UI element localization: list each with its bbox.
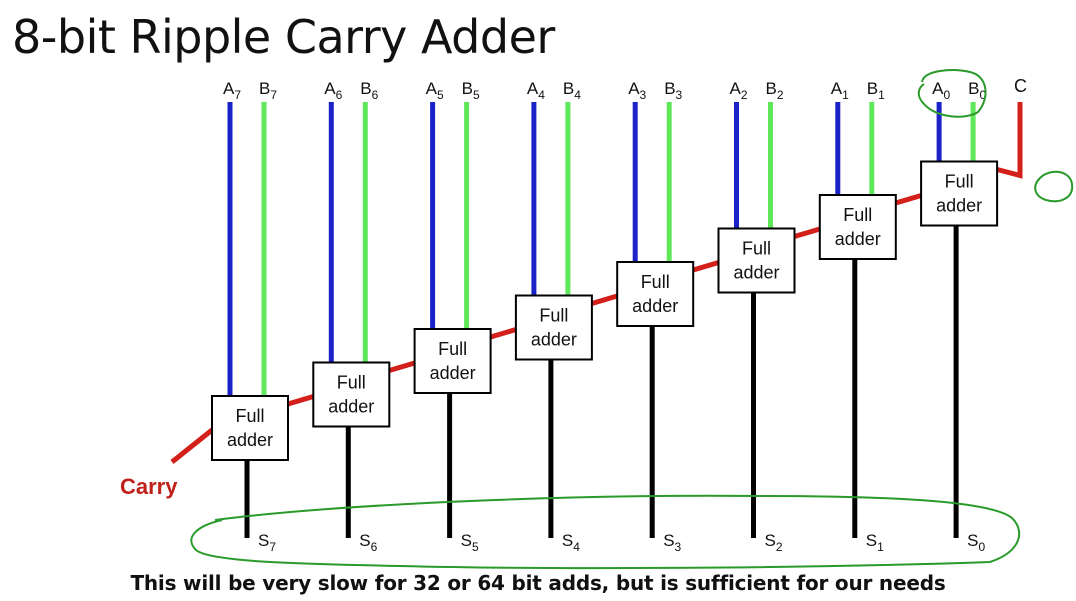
a-bit-label: A7 [223, 79, 241, 102]
full-adder-label-line2: adder [430, 363, 476, 383]
annotation-ellipse-sums [190, 494, 1021, 570]
full-adder-label-line1: Full [235, 406, 264, 426]
bit-labels: A7 B7 S7 A6 B6 S6 A5 B5 S5 A4 B4 S4 A3 B3 S3 A2 B2 S2 A1 B1… [223, 79, 986, 554]
full-adder-label-line1: Full [641, 272, 670, 292]
a-bit-label: A2 [730, 79, 748, 102]
full-adder-box [211, 395, 289, 461]
b-bit-label: B7 [259, 79, 277, 102]
s-bit-label: S3 [663, 531, 681, 554]
a-bit-label: A1 [831, 79, 849, 102]
s-bit-label: S1 [866, 531, 884, 554]
input-wires [227, 102, 976, 396]
full-adder-label-line2: adder [227, 430, 273, 450]
carry-label: Carry [120, 474, 178, 499]
annotation-circle-a0-b0 [917, 69, 987, 118]
b-bit-label: B6 [360, 79, 378, 102]
s-bit-label: S2 [765, 531, 783, 554]
b-bit-label: B0 [968, 79, 986, 102]
full-adder-box [514, 294, 593, 361]
handwritten-annotations [190, 69, 1074, 570]
full-adder: Full adder [312, 361, 391, 428]
s-bit-label: S0 [967, 531, 985, 554]
b-bit-label: B4 [563, 79, 581, 102]
full-adder-label-line2: adder [328, 397, 374, 417]
full-adder-label-line2: adder [733, 263, 779, 283]
full-adder-label-line2: adder [835, 229, 881, 249]
b-bit-label: B2 [766, 79, 784, 102]
full-adder-label-line1: Full [337, 373, 366, 393]
s-bit-label: S6 [359, 531, 377, 554]
s-bit-label: S7 [258, 531, 276, 554]
b-bit-label: B3 [664, 79, 682, 102]
full-adder-box [413, 328, 492, 394]
full-adder-label-line1: Full [539, 306, 568, 326]
slide-caption: This will be very slow for 32 or 64 bit … [130, 571, 946, 595]
a-bit-label: A5 [426, 79, 444, 102]
s-bit-label: S4 [562, 531, 580, 554]
full-adder-label-line1: Full [438, 339, 467, 359]
a-bit-label: A6 [324, 79, 342, 102]
full-adder: Full adder [818, 194, 897, 260]
b-bit-label: B5 [462, 79, 480, 102]
full-adder: Full adder [616, 261, 695, 327]
full-adder: Full adder [717, 227, 796, 294]
full-adder: Full adder [920, 160, 999, 227]
a-bit-label: A0 [932, 79, 950, 102]
full-adders: FulladderFulladderFulladderFulladderFull… [211, 160, 999, 461]
full-adder-box [920, 160, 999, 227]
full-adder-box [818, 194, 897, 260]
sum-outputs [244, 225, 959, 538]
full-adder-box [717, 227, 796, 294]
full-adder-label-line2: adder [531, 330, 577, 350]
full-adder: Full adder [211, 395, 289, 461]
carry-in-label: C [1014, 76, 1027, 96]
a-bit-label: A3 [628, 79, 646, 102]
full-adder-box [616, 261, 695, 327]
full-adder-box [312, 361, 391, 428]
annotation-circle-zero [1034, 170, 1074, 203]
a-bit-label: A4 [527, 79, 545, 102]
carry-wire [170, 102, 1023, 464]
full-adder: Full adder [514, 294, 593, 361]
slide-title: 8-bit Ripple Carry Adder [12, 10, 555, 64]
full-adder-label-line2: adder [936, 196, 982, 216]
full-adder-label-line1: Full [843, 205, 872, 225]
carry-chain [170, 102, 1023, 464]
full-adder-label-line2: adder [632, 296, 678, 316]
b-bit-label: B1 [867, 79, 885, 102]
full-adder-label-line1: Full [742, 239, 771, 259]
full-adder-label-line1: Full [945, 172, 974, 192]
full-adder: Full adder [413, 328, 492, 394]
s-bit-label: S5 [461, 531, 479, 554]
